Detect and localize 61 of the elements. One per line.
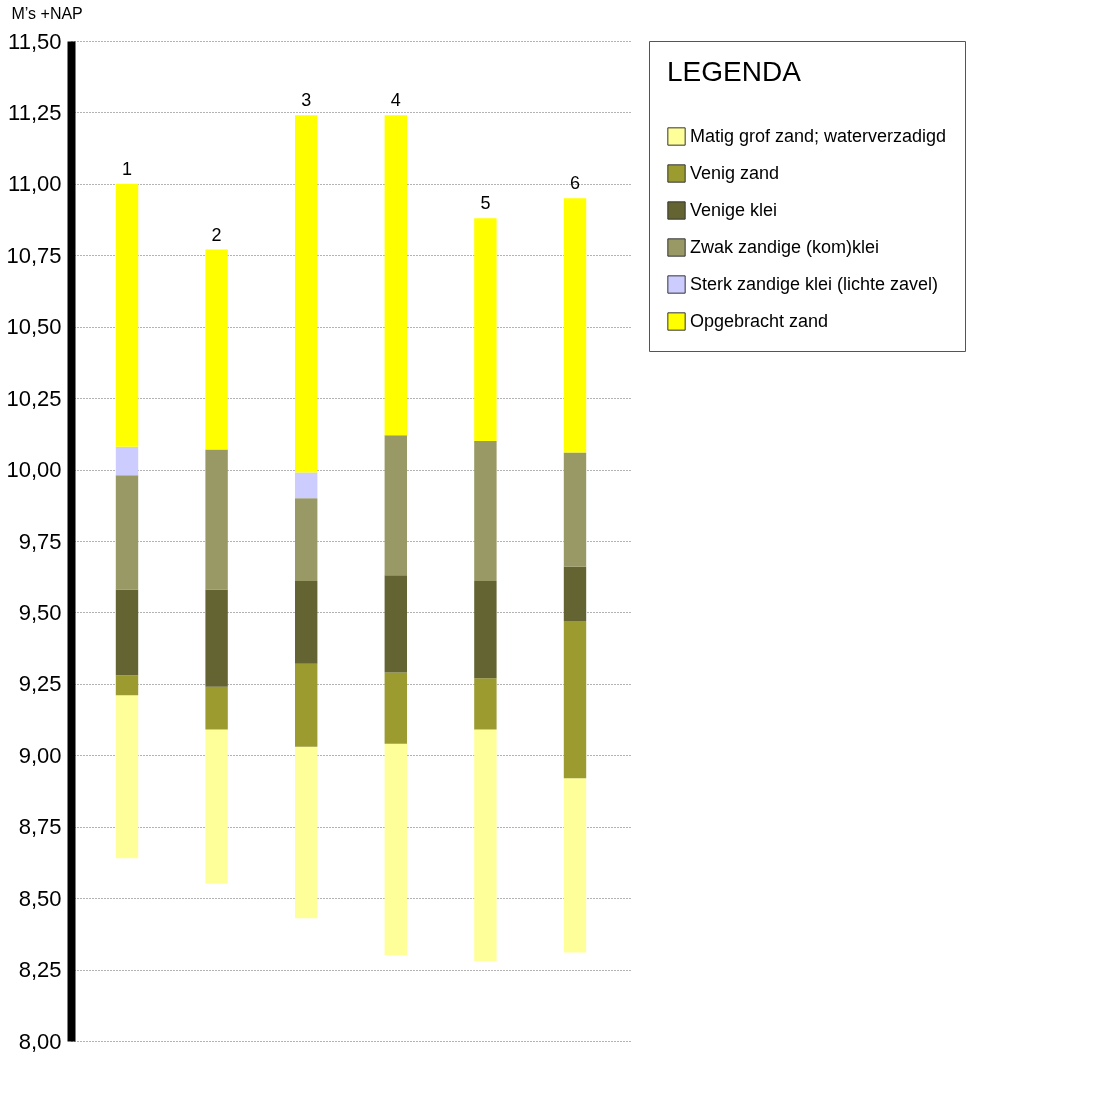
y-tick-label: 8,00	[18, 1028, 62, 1054]
legend-title: LEGENDA	[667, 56, 802, 87]
y-tick-label: 10,00	[6, 457, 62, 483]
y-tick-label: 9,75	[18, 528, 62, 554]
bar	[474, 218, 497, 441]
y-tick-label: 11,25	[8, 99, 62, 125]
bar	[474, 441, 497, 581]
y-tick-label: 8,75	[18, 814, 62, 840]
legend-label: Matig grof zand; waterverzadigd	[690, 125, 947, 146]
bar	[115, 589, 139, 676]
bar	[384, 672, 407, 744]
bar	[205, 686, 228, 730]
y-tick-label: 9,25	[18, 671, 62, 697]
bar	[205, 449, 228, 590]
bar	[295, 115, 318, 473]
bar	[295, 498, 318, 581]
bar	[295, 581, 318, 664]
bar	[205, 249, 228, 450]
bar	[115, 695, 139, 859]
bar	[563, 778, 587, 953]
bar	[474, 678, 497, 730]
bar	[115, 475, 139, 590]
legend-label: Opgebracht zand	[690, 310, 829, 331]
bar	[384, 115, 407, 436]
y-tick-label: 10,25	[6, 385, 62, 411]
y-tick-label: 11,00	[8, 171, 62, 197]
x-tick-label: 5	[480, 193, 491, 214]
y-tick-label: 8,50	[18, 885, 62, 911]
bar	[205, 729, 228, 884]
x-tick-label: 6	[569, 173, 581, 194]
y-tick-label: 9,00	[18, 742, 62, 768]
bar	[295, 746, 318, 919]
y-tick-label: 11,50	[8, 28, 62, 54]
bar	[295, 472, 318, 499]
bar	[384, 435, 407, 576]
y-tick-label: 8,25	[18, 957, 62, 983]
bar	[384, 743, 407, 956]
bar	[205, 589, 228, 687]
x-tick-label: 3	[301, 90, 312, 111]
legend-label: Zwak zandige (kom)klei	[690, 236, 880, 257]
bar	[474, 581, 497, 679]
y-tick-label: 10,50	[6, 314, 62, 340]
bar	[563, 566, 587, 621]
bar	[115, 675, 139, 696]
bar	[563, 452, 587, 567]
bar	[384, 575, 407, 673]
x-tick-label: 2	[211, 224, 222, 245]
legend-label: Sterk zandige klei (lichte zavel)	[690, 273, 939, 294]
bar	[563, 198, 587, 453]
y-tick-label: 10,75	[6, 242, 62, 268]
bar	[563, 621, 587, 779]
bar	[115, 446, 139, 476]
bar	[474, 729, 497, 961]
x-tick-label: 4	[390, 90, 401, 111]
y-tick-label: 9,50	[18, 599, 62, 625]
legend-label: Venige klei	[690, 199, 778, 220]
x-tick-label: 1	[121, 158, 133, 179]
bar	[295, 663, 318, 747]
y-axis-title: M’s +NAP	[11, 4, 83, 22]
bar	[115, 183, 139, 447]
legend-label: Venig zand	[690, 162, 780, 183]
